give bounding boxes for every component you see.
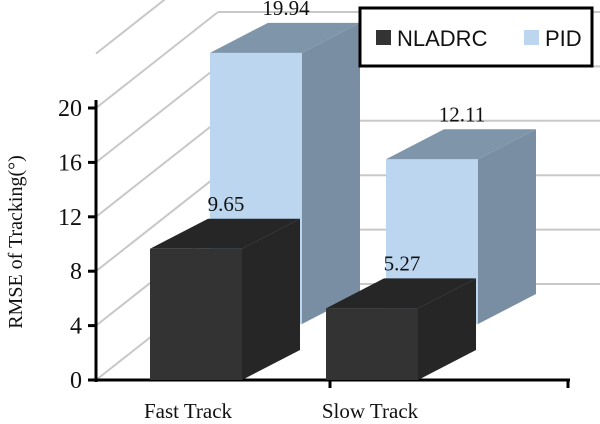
y-tick-label-2: 8 [70, 259, 82, 285]
bar-pid-0-top [210, 22, 360, 53]
data-label-pid-0: 19.94 [262, 0, 310, 20]
legend-swatch-pid [524, 30, 539, 45]
data-label-nladrc-1: 5.27 [384, 251, 421, 275]
bar-nladrc-1-top [326, 278, 476, 309]
bar-pid-1-side [478, 129, 536, 324]
y-tick-label-0: 0 [70, 368, 82, 394]
x-tick-label-1: Slow Track [322, 399, 419, 423]
bars [150, 22, 536, 380]
legend-swatch-nladrc [376, 30, 391, 45]
legend-label-pid: PID [545, 26, 582, 51]
legend-label-nladrc: NLADRC [397, 26, 488, 51]
data-labels: 19.94 12.11 9.65 5.27 [208, 0, 486, 275]
x-tick-label-0: Fast Track [144, 399, 233, 423]
bar-nladrc-1-front [326, 308, 418, 380]
bar-nladrc-0-top [150, 218, 300, 249]
bar-nladrc-0-front [150, 248, 242, 380]
data-label-pid-1: 12.11 [439, 102, 485, 126]
gridline-diag-5 [95, 11, 219, 109]
y-tick-label-5: 20 [58, 96, 82, 122]
bar-nladrc-0-side [242, 218, 300, 380]
gridline-diag-2 [95, 174, 219, 272]
y-tick-label-1: 4 [70, 314, 82, 340]
gridline-diag-4 [95, 65, 219, 164]
legend-box [358, 6, 594, 68]
gridline-diag-top [95, 0, 166, 55]
y-tick-label-3: 12 [58, 205, 82, 231]
gridline-diag-3 [95, 120, 219, 218]
legend: NLADRC PID [358, 6, 594, 68]
y-axis-title: RMSE of Tracking(°) [5, 155, 27, 329]
data-label-nladrc-0: 9.65 [208, 192, 245, 216]
y-tick-label-4: 16 [58, 150, 82, 176]
bar-nladrc-1-side [418, 278, 476, 380]
bar-pid-0-side [302, 22, 360, 324]
bar-pid-1-top [386, 129, 536, 160]
